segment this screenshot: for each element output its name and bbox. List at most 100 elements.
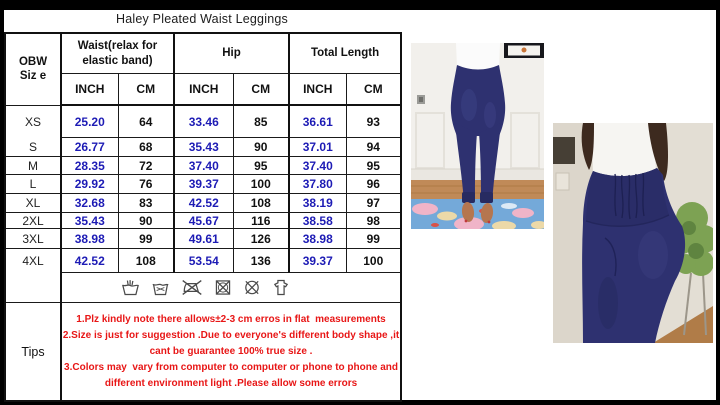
- hip-inch-value: 39.37: [173, 174, 234, 194]
- length-inch-value: 36.61: [288, 104, 347, 138]
- corner-header: OBW Siz e: [4, 32, 62, 106]
- waist-cm-value: 72: [117, 156, 176, 175]
- table-row: 3XL 38.98 99 49.61 126 38.98 99: [4, 228, 402, 249]
- hip-cm-value: 95: [232, 156, 291, 175]
- corner-header-line1: OBW: [18, 55, 48, 68]
- tips-text-cell: 1.Plz kindly note there allows±2-3 cm er…: [60, 302, 402, 402]
- waist-cm-value: 99: [117, 228, 176, 249]
- size-label: S: [4, 137, 62, 157]
- waist-inch-value: 38.98: [60, 228, 119, 249]
- frame-bar-top: [0, 0, 720, 10]
- length-cm-value: 99: [345, 228, 402, 249]
- hip-cm-value: 126: [232, 228, 291, 249]
- length-cm-value: 97: [345, 193, 402, 213]
- hang-dry-icon: [272, 279, 290, 296]
- waist-cm-value: 90: [117, 212, 176, 229]
- hip-inch-value: 53.54: [173, 248, 234, 273]
- column-header-total-length: Total Length: [288, 32, 402, 74]
- length-inch-value: 38.58: [288, 212, 347, 229]
- waist-inch-value: 29.92: [60, 174, 119, 194]
- hip-inch-value: 35.43: [173, 137, 234, 157]
- waist-cm-value: 68: [117, 137, 176, 157]
- front-view-photo: [411, 43, 544, 229]
- waist-cm-header: CM: [117, 73, 176, 106]
- frame-bar-left: [0, 0, 4, 405]
- care-icons-strip: [62, 279, 374, 296]
- tips-label: Tips: [4, 302, 62, 402]
- hip-inch-value: 33.46: [173, 104, 234, 138]
- length-cm-value: 94: [345, 137, 402, 157]
- hand-wash-icon: [121, 279, 140, 296]
- care-icons-spacer-cell: [4, 272, 62, 303]
- column-header-waist: Waist(relax for elastic band): [60, 32, 176, 74]
- length-inch-value: 38.19: [288, 193, 347, 213]
- table-row: 2XL 35.43 90 45.67 116 38.58 98: [4, 212, 402, 229]
- waist-inch-value: 42.52: [60, 248, 119, 273]
- hip-cm-value: 136: [232, 248, 291, 273]
- hip-inch-header: INCH: [173, 73, 234, 106]
- do-not-tumble-dry-icon: [214, 279, 232, 296]
- waist-inch-value: 28.35: [60, 156, 119, 175]
- waist-inch-value: 26.77: [60, 137, 119, 157]
- care-icons-cell: [60, 272, 402, 303]
- length-cm-value: 98: [345, 212, 402, 229]
- size-chart-table: OBW Siz e Waist(relax for elastic band) …: [4, 32, 403, 402]
- length-cm-value: 96: [345, 174, 402, 194]
- size-label: 2XL: [4, 212, 62, 229]
- side-view-photo: [553, 123, 713, 343]
- table-row: 4XL 42.52 108 53.54 136 39.37 100: [4, 248, 402, 273]
- length-inch-value: 37.80: [288, 174, 347, 194]
- table-unit-header-row: INCH CM INCH CM INCH CM: [5, 73, 402, 106]
- size-label: XS: [4, 104, 62, 138]
- length-cm-value: 100: [345, 248, 402, 273]
- length-cm-value: 93: [345, 104, 402, 138]
- hip-cm-value: 85: [232, 104, 291, 138]
- length-inch-value: 37.01: [288, 137, 347, 157]
- hip-cm-header: CM: [232, 73, 291, 106]
- hip-cm-value: 100: [232, 174, 291, 194]
- table-row: M 28.35 72 37.40 95 37.40 95: [4, 156, 402, 175]
- tip-line-3: 3.Colors may vary from computer to compu…: [64, 361, 401, 389]
- care-icons-row: [4, 272, 402, 303]
- size-label: XL: [4, 193, 62, 213]
- size-label: 4XL: [4, 248, 62, 273]
- waist-cm-value: 76: [117, 174, 176, 194]
- length-inch-value: 39.37: [288, 248, 347, 273]
- do-not-dry-clean-icon: [243, 279, 261, 296]
- frame-bar-bottom: [0, 400, 720, 405]
- table-row: XS 25.20 64 33.46 85 36.61 93: [4, 104, 402, 138]
- tips-row: Tips 1.Plz kindly note there allows±2-3 …: [4, 302, 402, 402]
- length-cm-header: CM: [345, 73, 402, 106]
- waist-cm-value: 83: [117, 193, 176, 213]
- hip-inch-value: 49.61: [173, 228, 234, 249]
- table-row: L 29.92 76 39.37 100 37.80 96: [4, 174, 402, 194]
- waist-inch-value: 35.43: [60, 212, 119, 229]
- size-label: 3XL: [4, 228, 62, 249]
- table-row: XL 32.68 83 42.52 108 38.19 97: [4, 193, 402, 213]
- waist-cm-value: 108: [117, 248, 176, 273]
- frame-bar-right: [716, 0, 720, 405]
- column-header-hip: Hip: [173, 32, 291, 74]
- hip-inch-value: 45.67: [173, 212, 234, 229]
- basin-wash-icon: [151, 279, 170, 296]
- tip-line-2: 2.Size is just for suggestion .Due to ev…: [62, 329, 400, 357]
- length-cm-value: 95: [345, 156, 402, 175]
- waist-inch-header: INCH: [60, 73, 119, 106]
- hip-cm-value: 108: [232, 193, 291, 213]
- length-inch-value: 37.40: [288, 156, 347, 175]
- waist-cm-value: 64: [117, 104, 176, 138]
- size-table-body: XS 25.20 64 33.46 85 36.61 93 S 26.77 68 35.43 90 37…: [4, 104, 402, 273]
- table-row: S 26.77 68 35.43 90 37.01 94: [4, 137, 402, 157]
- size-label: L: [4, 174, 62, 194]
- waist-inch-value: 25.20: [60, 104, 119, 138]
- hip-inch-value: 42.52: [173, 193, 234, 213]
- tip-line-1: 1.Plz kindly note there allows±2-3 cm er…: [76, 313, 386, 325]
- hip-cm-value: 116: [232, 212, 291, 229]
- page-title: Haley Pleated Waist Leggings: [116, 12, 288, 26]
- corner-header-line2: Siz e: [19, 70, 47, 83]
- hip-cm-value: 90: [232, 137, 291, 157]
- table-group-header-row: OBW Siz e Waist(relax for elastic band) …: [4, 32, 402, 106]
- do-not-iron-icon: [181, 279, 203, 296]
- length-inch-value: 38.98: [288, 228, 347, 249]
- size-label: M: [4, 156, 62, 175]
